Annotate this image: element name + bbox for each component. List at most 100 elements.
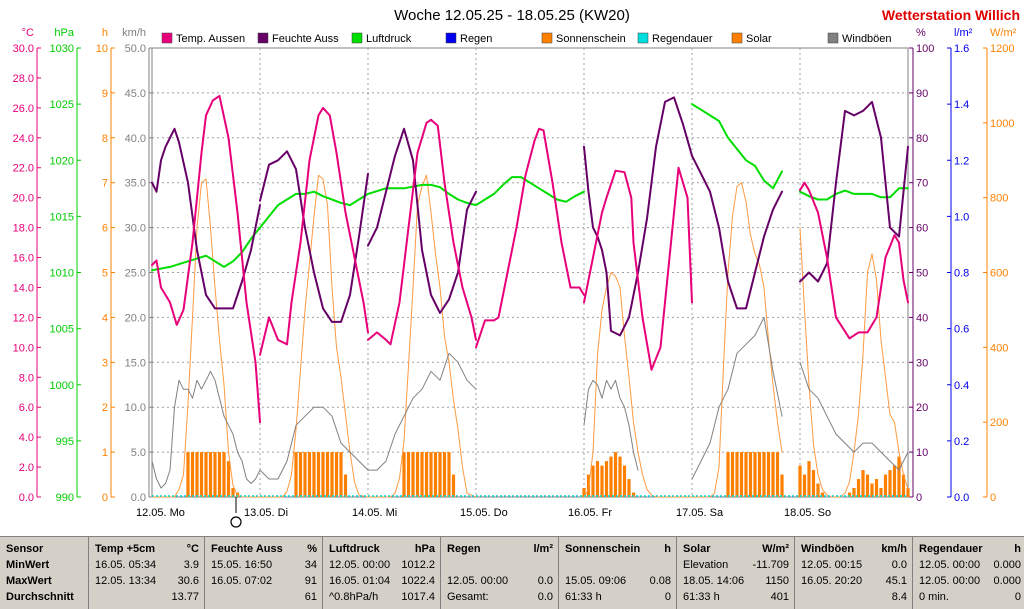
rain-duration-min-val: 0.000 <box>993 559 1021 571</box>
sunshine-bar <box>906 488 910 497</box>
axis-wind-tick-label: 45.0 <box>125 88 146 100</box>
legend-swatch <box>541 32 553 44</box>
temp-line <box>367 118 477 346</box>
legend-item: Windböen <box>827 32 892 45</box>
day-label: 18.05. So <box>784 507 831 519</box>
temp-line <box>475 127 585 349</box>
pressure-avg: 1017.4 <box>401 591 435 603</box>
sunshine-bar <box>622 465 627 497</box>
stats-col-sunshine: Sonnenschein h 15.05. 09:06 0.08 61:33 h 0 <box>558 537 677 609</box>
sunshine-bar <box>442 452 447 497</box>
legend-label: Windböen <box>842 33 892 45</box>
sunshine-bar <box>627 479 631 497</box>
sunshine-bar <box>865 474 870 497</box>
sunshine-bar <box>420 452 424 497</box>
axis-wind-tick-label: 40.0 <box>125 133 146 145</box>
axis-temp-tick-label: 4.0 <box>19 432 34 444</box>
axis-temp-unit: °C <box>22 27 34 39</box>
solar-line <box>367 174 477 498</box>
temp-line <box>259 106 369 356</box>
day-label: 15.05. Do <box>460 507 508 519</box>
pressure-line <box>691 103 783 190</box>
sunshine-bar <box>433 452 438 497</box>
axis-pressure-tick-label: 995 <box>56 436 74 448</box>
legend-item: Regendauer <box>637 32 713 45</box>
axis-pressure: 990 995 1000 1005 1010 1015 1020 1025 1030 hPa <box>50 27 81 504</box>
stats-col-temp: Temp +5cm °C 16.05. 05:34 3.9 12.05. 13:34… <box>88 537 205 609</box>
sunshine-bar <box>861 470 865 497</box>
wind-max-time: 16.05. 20:20 <box>801 575 863 587</box>
wind-line <box>367 352 477 471</box>
sunshine-bar <box>217 452 222 497</box>
sunshine-bar <box>879 488 883 497</box>
humidity-max-val: 91 <box>304 575 317 587</box>
stats-table: Sensor MinWert MaxWert Durchschnitt Temp… <box>0 536 1024 609</box>
axis-sun-hours-tick-label: 10 <box>96 43 108 55</box>
stats-col-solar: Solar W/m² Elevation -11.709 18.05. 14:06 1… <box>676 537 795 609</box>
axis-pressure-tick-label: 1030 <box>50 43 74 55</box>
sunshine-bar <box>757 452 762 497</box>
axis-humidity-tick-label: 60 <box>916 223 928 235</box>
axis-rain-tick-label: 0.2 <box>954 436 969 448</box>
sunshine-bar <box>852 488 856 497</box>
axis-humidity: 0 10 20 30 40 50 60 70 80 90 100% <box>909 27 934 504</box>
sunshine-bar <box>631 492 636 497</box>
stats-header-rain-duration: Regendauer <box>919 543 983 555</box>
humidity-avg: 61 <box>304 591 317 603</box>
sunshine-bar <box>451 474 456 497</box>
axis-temp-tick-label: 8.0 <box>19 372 34 384</box>
sunshine-bar <box>406 452 411 497</box>
stats-unit-solar: W/m² <box>762 543 789 555</box>
legend-label: Luftdruck <box>366 33 412 45</box>
axis-temp-tick-label: 10.0 <box>13 342 34 354</box>
axis-rain-tick-label: 0.8 <box>954 268 969 280</box>
sunshine-bar <box>739 452 744 497</box>
sunshine-bar <box>798 465 802 497</box>
axis-sun-hours-tick-label: 5 <box>102 268 108 280</box>
chart-title: Woche 12.05.25 - 18.05.25 (KW20) <box>394 7 630 24</box>
stats-col-humidity: Feuchte Auss% 15.05. 16:50 34 16.05. 07:0… <box>204 537 323 609</box>
axis-wind: 0.0 5.0 10.0 15.0 20.0 25.0 30.0 35.0 40.0 45.0 50… <box>122 27 153 504</box>
sunshine-bar <box>415 452 420 497</box>
axis-temp-tick-label: 26.0 <box>13 103 34 115</box>
sunshine-bar <box>208 452 213 497</box>
sunshine-bar <box>802 474 807 497</box>
axis-pressure-tick-label: 1000 <box>50 380 74 392</box>
axis-sun-hours-tick-label: 6 <box>102 223 108 235</box>
sunshine-bar <box>424 452 429 497</box>
sunshine-bar <box>307 452 312 497</box>
sunshine-bar <box>316 452 321 497</box>
axis-wind-tick-label: 5.0 <box>131 447 146 459</box>
axis-solar-tick-label: 400 <box>990 342 1008 354</box>
sunshine-bar <box>847 492 852 497</box>
pressure-max-val: 1022.4 <box>401 575 435 587</box>
axis-pressure-tick-label: 1015 <box>50 211 74 223</box>
legend-swatch <box>827 32 839 44</box>
humidity-line <box>583 96 693 337</box>
sunshine-bar <box>298 452 303 497</box>
sunshine-bar <box>402 452 406 497</box>
axis-humidity-tick-label: 100 <box>916 43 934 55</box>
axis-humidity-tick-label: 10 <box>916 447 928 459</box>
sunshine-bar <box>303 452 307 497</box>
sunshine-bar <box>897 456 901 497</box>
legend-swatch <box>351 32 363 44</box>
axis-temp-tick-label: 2.0 <box>19 462 34 474</box>
axis-sun-hours-tick-label: 2 <box>102 402 108 414</box>
sunshine-bar <box>874 479 879 497</box>
stats-header-temp: Temp +5cm <box>95 543 156 555</box>
rain-max-val: 0.0 <box>537 575 553 587</box>
stats-header-humidity: Feuchte Auss <box>211 543 283 555</box>
sunshine-max-time: 15.05. 09:06 <box>565 575 627 587</box>
sunshine-bar <box>618 456 622 497</box>
axis-sun-hours: 0 1 2 3 4 5 6 7 8 9 10 h <box>96 27 115 504</box>
axis-wind-tick-label: 10.0 <box>125 402 146 414</box>
axis-rain-tick-label: 1.6 <box>954 43 969 55</box>
sunshine-bar <box>411 452 415 497</box>
stats-col-pressure: Luftdruck hPa 12.05. 00:00 1012.2 16.05. 0… <box>322 537 441 609</box>
plot-area <box>151 47 909 498</box>
sunshine-bar <box>438 452 442 497</box>
sunshine-bar <box>775 452 780 497</box>
axis-temp-tick-label: 12.0 <box>13 312 34 324</box>
day-label: 16.05. Fr <box>568 507 612 519</box>
